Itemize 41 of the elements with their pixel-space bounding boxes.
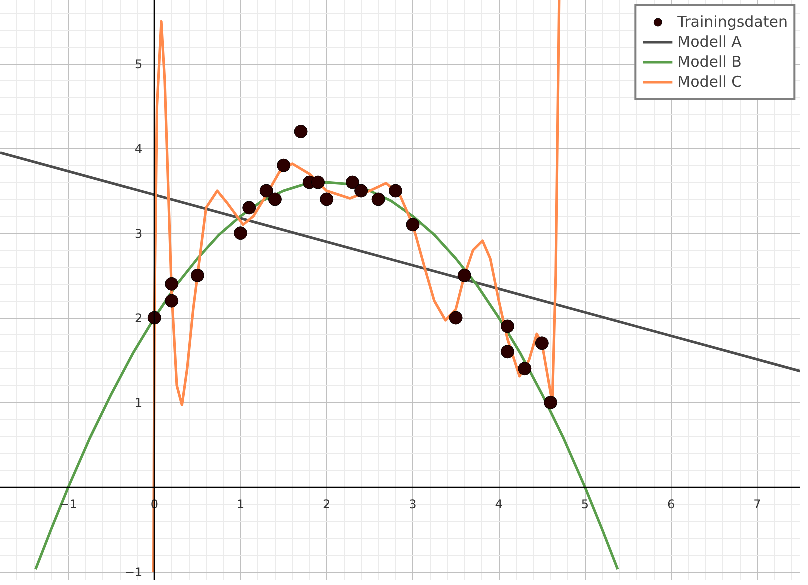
point: [260, 184, 274, 198]
legend-label: Modell A: [678, 33, 742, 51]
point: [320, 192, 334, 206]
legend-label: Modell B: [678, 53, 742, 71]
point: [165, 277, 179, 291]
y-tick-label: 3: [135, 226, 143, 241]
point: [389, 184, 403, 198]
point: [165, 294, 179, 308]
legend-label: Trainingsdaten: [678, 13, 788, 31]
y-tick-label: −1: [124, 566, 143, 580]
point: [277, 158, 291, 172]
point: [190, 268, 204, 282]
legend-label: Modell C: [678, 73, 742, 91]
y-tick-label: 2: [135, 312, 143, 326]
point: [372, 192, 386, 206]
y-tick-label: 5: [135, 58, 143, 72]
x-tick-label: 1: [236, 497, 245, 512]
point: [449, 311, 463, 325]
x-tick-label: 6: [668, 497, 676, 512]
point: [458, 268, 472, 282]
point: [500, 320, 514, 334]
point: [354, 184, 368, 198]
point: [346, 176, 360, 190]
point: [234, 226, 248, 240]
x-tick-label: 2: [323, 497, 331, 512]
x-tick-label: 4: [495, 497, 503, 512]
point: [268, 192, 282, 206]
y-tick-label: 1: [135, 396, 143, 410]
point: [535, 336, 549, 350]
point: [544, 396, 558, 410]
point: [312, 176, 326, 190]
x-tick-label: 3: [409, 497, 417, 512]
x-tick-label: 7: [754, 497, 762, 512]
point: [518, 362, 532, 376]
point: [148, 311, 162, 325]
x-tick-label: 5: [581, 497, 590, 512]
point: [294, 125, 308, 138]
point: [242, 201, 256, 215]
point: [406, 218, 420, 232]
y-tick-label: 4: [135, 142, 143, 156]
point: [500, 345, 514, 359]
